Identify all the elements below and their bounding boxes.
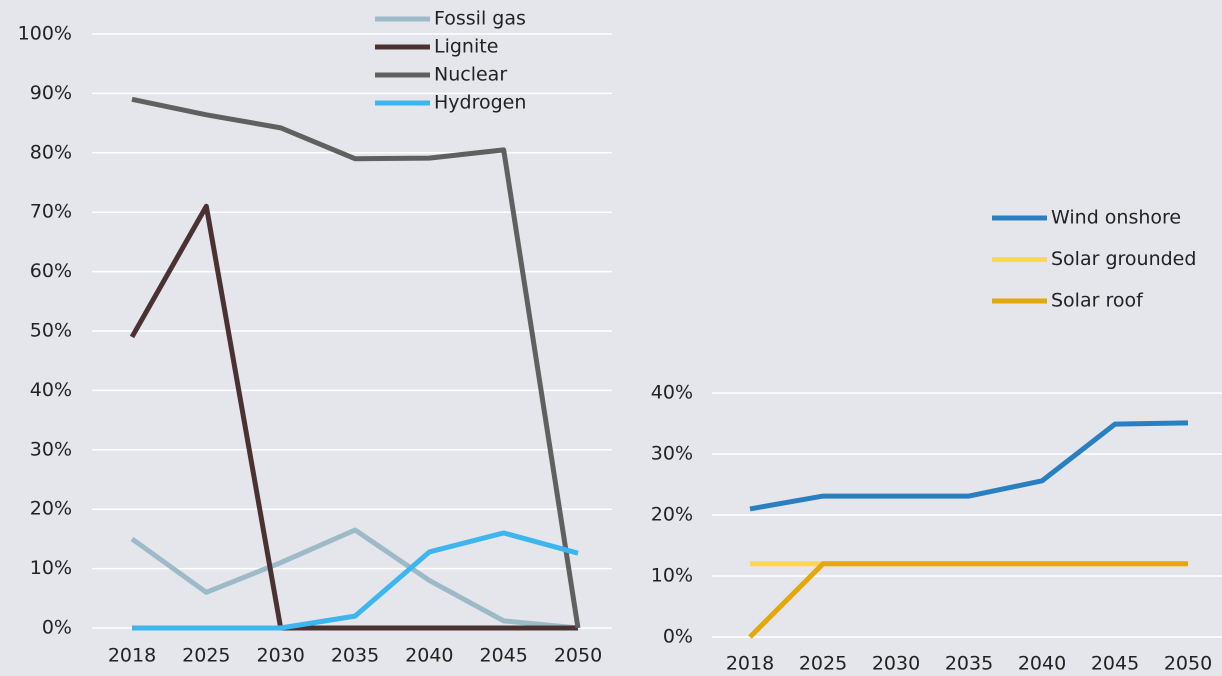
y-tick-label: 10% — [30, 557, 72, 579]
series-line — [131, 96, 581, 629]
y-tick-label: 60% — [30, 260, 72, 282]
x-tick-label: 2035 — [945, 653, 993, 675]
y-tick-label: 90% — [30, 82, 72, 104]
legend-label: Solar roof — [1051, 290, 1144, 312]
y-tick-label: 100% — [18, 23, 72, 45]
y-tick-label: 0% — [663, 626, 693, 648]
legend-label: Fossil gas — [434, 8, 526, 30]
x-tick-label: 2025 — [799, 653, 847, 675]
series-line — [748, 561, 1188, 639]
legend-label: Nuclear — [434, 64, 507, 86]
y-tick-label: 10% — [651, 565, 693, 587]
x-tick-label: 2040 — [1018, 653, 1066, 675]
legend-label: Lignite — [434, 36, 498, 58]
y-tick-label: 20% — [30, 498, 72, 520]
y-tick-label: 40% — [30, 379, 72, 401]
y-tick-label: 20% — [651, 504, 693, 526]
x-tick-label: 2030 — [872, 653, 920, 675]
y-tick-label: 80% — [30, 141, 72, 163]
y-tick-label: 70% — [30, 201, 72, 223]
y-tick-label: 30% — [651, 443, 693, 465]
legend-label: Solar grounded — [1051, 248, 1196, 270]
x-tick-label: 2050 — [1164, 653, 1212, 675]
series-line — [129, 203, 578, 631]
x-tick-label: 2050 — [554, 645, 602, 667]
legend-label: Hydrogen — [434, 92, 526, 114]
series-line — [749, 420, 1189, 512]
series-line — [130, 527, 579, 631]
y-tick-label: 0% — [42, 617, 72, 639]
y-tick-label: 30% — [30, 438, 72, 460]
y-tick-label: 40% — [651, 382, 693, 404]
x-tick-label: 2045 — [479, 645, 527, 667]
x-tick-label: 2018 — [726, 653, 774, 675]
x-tick-label: 2040 — [405, 645, 453, 667]
x-tick-label: 2018 — [108, 645, 156, 667]
x-tick-label: 2025 — [182, 645, 230, 667]
y-tick-label: 50% — [30, 320, 72, 342]
x-tick-label: 2035 — [331, 645, 379, 667]
series-line — [132, 530, 579, 631]
x-tick-label: 2045 — [1091, 653, 1139, 675]
x-tick-label: 2030 — [256, 645, 304, 667]
legend-label: Wind onshore — [1051, 207, 1181, 229]
